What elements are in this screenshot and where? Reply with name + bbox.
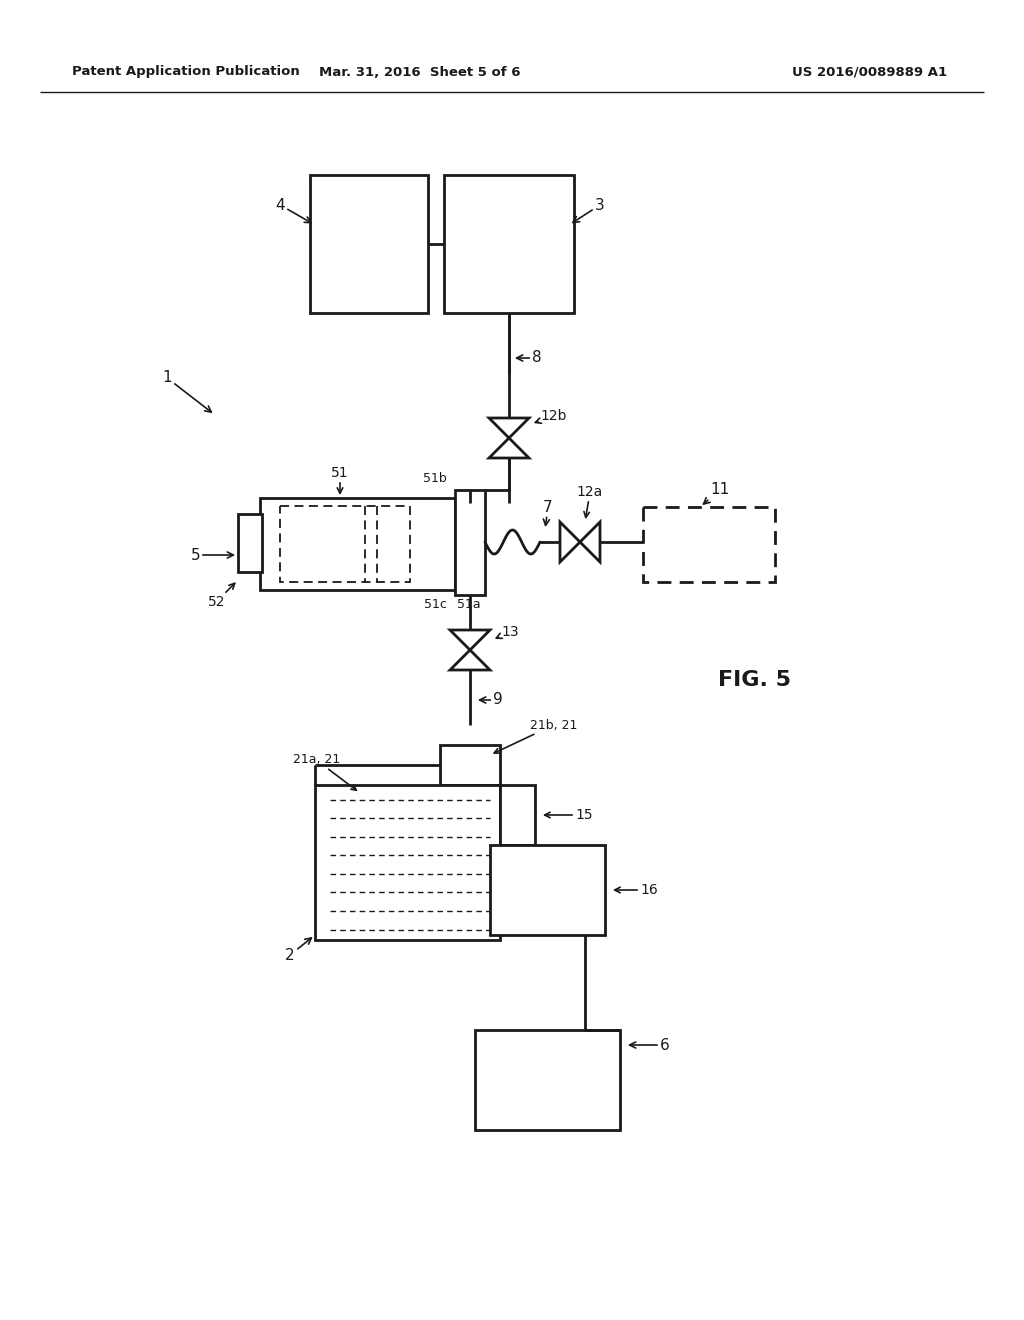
Text: 4: 4 xyxy=(275,198,311,223)
Bar xyxy=(280,506,410,582)
Text: 51: 51 xyxy=(331,466,349,494)
Text: 51a: 51a xyxy=(457,598,480,611)
Text: 9: 9 xyxy=(479,693,503,708)
Text: 52: 52 xyxy=(208,583,234,609)
Text: 1: 1 xyxy=(163,371,211,412)
Text: 11: 11 xyxy=(703,483,730,504)
Text: 51c: 51c xyxy=(424,598,447,611)
Text: FIG. 5: FIG. 5 xyxy=(719,671,792,690)
Bar xyxy=(490,845,605,935)
Text: 7: 7 xyxy=(543,499,553,525)
Text: 51b: 51b xyxy=(423,471,447,484)
Text: 8: 8 xyxy=(517,351,542,366)
Text: 21b, 21: 21b, 21 xyxy=(495,718,578,754)
Text: Patent Application Publication: Patent Application Publication xyxy=(72,66,300,78)
Text: 13: 13 xyxy=(497,624,519,639)
Text: Mar. 31, 2016  Sheet 5 of 6: Mar. 31, 2016 Sheet 5 of 6 xyxy=(319,66,521,78)
Text: 16: 16 xyxy=(614,883,657,898)
Text: 6: 6 xyxy=(630,1038,670,1052)
Bar xyxy=(475,1030,620,1130)
Bar xyxy=(440,744,500,785)
Text: 12b: 12b xyxy=(536,409,567,424)
Bar xyxy=(455,490,485,595)
Bar xyxy=(315,785,500,940)
Bar xyxy=(310,176,428,313)
Bar xyxy=(260,498,455,590)
Text: 12a: 12a xyxy=(577,484,603,517)
Text: 5: 5 xyxy=(190,548,233,562)
Bar xyxy=(444,176,574,313)
Text: US 2016/0089889 A1: US 2016/0089889 A1 xyxy=(793,66,947,78)
Bar xyxy=(238,513,262,572)
Text: 15: 15 xyxy=(545,808,593,822)
Text: 3: 3 xyxy=(572,198,605,223)
Text: 21a, 21: 21a, 21 xyxy=(293,754,356,791)
Bar xyxy=(643,507,775,582)
Text: 2: 2 xyxy=(286,939,311,962)
Bar xyxy=(500,785,535,845)
